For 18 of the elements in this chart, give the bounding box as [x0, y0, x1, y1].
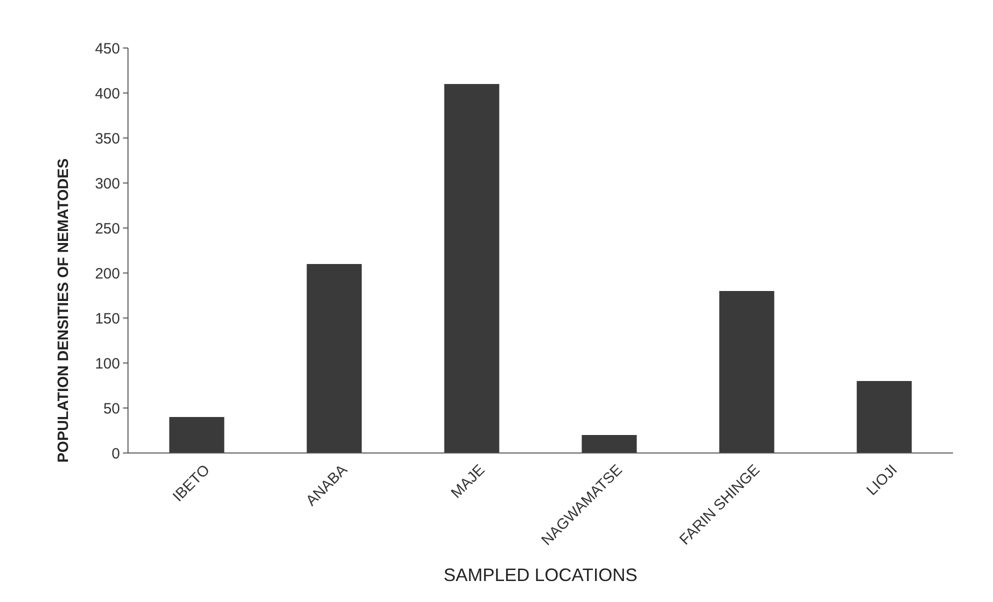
- y-tick-label: 250: [94, 220, 120, 238]
- bar: [169, 417, 224, 453]
- y-tick-label: 0: [112, 445, 120, 462]
- x-axis-title: SAMPLED LOCATIONS: [444, 565, 638, 585]
- y-tick-label: 450: [94, 40, 120, 58]
- y-tick-label: 350: [94, 130, 120, 148]
- y-tick-label: 50: [103, 400, 120, 418]
- bar: [856, 381, 912, 453]
- y-tick-label: 400: [94, 85, 120, 102]
- bar: [719, 291, 774, 453]
- y-tick-label: 150: [94, 310, 120, 328]
- y-axis-title: POPULATION DENSITIES OF NEMATODES: [55, 158, 72, 463]
- y-tick-label: 100: [94, 355, 120, 372]
- y-tick-label: 200: [94, 265, 120, 282]
- bar: [582, 435, 637, 453]
- bar: [444, 84, 500, 453]
- bar: [306, 264, 362, 453]
- y-tick-label: 300: [94, 175, 120, 192]
